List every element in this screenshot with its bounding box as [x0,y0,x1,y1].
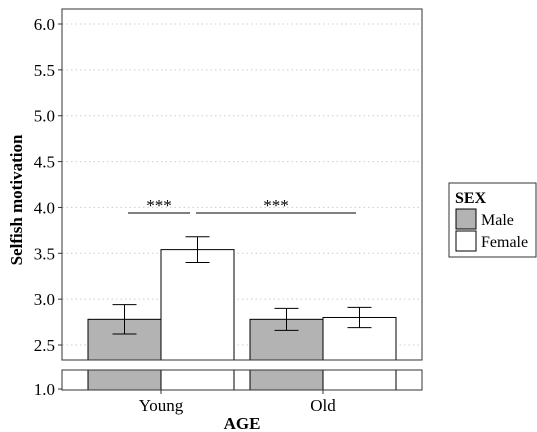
axis-break-tick-label: 1.0 [34,380,55,399]
legend-title: SEX [455,190,487,207]
x-tick-label: Old [310,396,336,415]
x-axis-ticks: Young Old [139,390,336,415]
y-tick-label: 6.0 [34,15,55,34]
y-axis-ticks: 6.0 5.5 5.0 4.5 4.0 3.5 3.0 2.5 [34,15,62,355]
axis-break-strip [87,369,397,391]
x-axis-title: AGE [224,414,261,432]
bar [160,249,235,361]
legend-label: Male [481,212,514,229]
error-bars [112,236,372,335]
legend-swatch [455,208,477,230]
legend-items: Male Female [455,208,528,252]
y-tick-label: 5.5 [34,61,55,80]
axis-break-strip-border [61,369,423,391]
y-tick-label: 2.5 [34,336,55,355]
y-tick-label: 5.0 [34,107,55,126]
bar-strip-segment [160,369,235,391]
y-tick-label: 3.5 [34,244,55,263]
x-tick-label: Young [139,396,184,415]
y-tick-label: 4.5 [34,153,55,172]
bar-strip-segment [87,369,162,391]
legend: SEX Male Female [448,182,537,258]
y-tick-label: 3.0 [34,290,55,309]
grid-lines [62,23,422,346]
significance-label: *** [263,196,289,215]
legend-swatch [455,230,477,252]
bar-strip-segment [249,369,324,391]
legend-label: Female [481,234,528,251]
y-tick-label: 4.0 [34,198,55,217]
y-axis-title: Selfish motivation [7,134,26,265]
bar-strip-segment [322,369,397,391]
plot-panel-border [61,8,423,361]
significance-label: *** [146,196,172,215]
significance-annotations: *** *** [128,196,356,215]
